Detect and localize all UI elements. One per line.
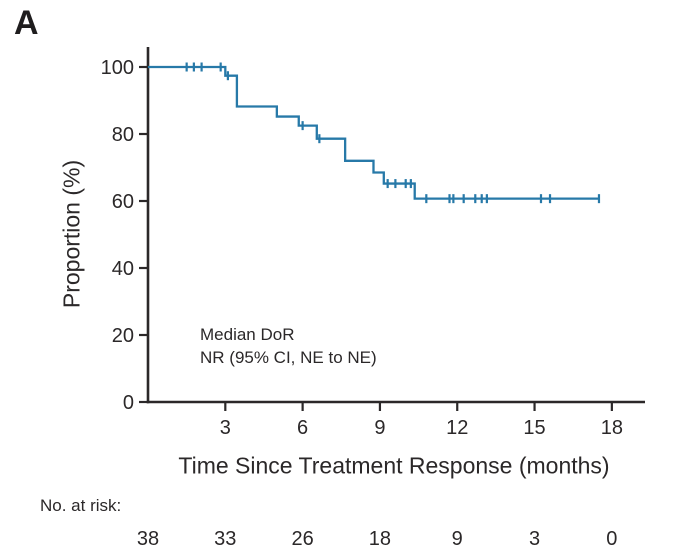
- at-risk-count: 33: [214, 528, 236, 550]
- x-axis-tick-label: 18: [601, 417, 623, 439]
- y-axis-tick-label: 60: [112, 191, 134, 213]
- km-step-curve: [148, 65, 599, 200]
- y-axis-tick-label: 80: [112, 124, 134, 146]
- y-axis-tick-label: 0: [123, 392, 134, 414]
- y-axis-tick-label: 20: [112, 325, 134, 347]
- x-axis-tick-label: 12: [446, 417, 468, 439]
- annotation-line-2: NR (95% CI, NE to NE): [200, 348, 377, 368]
- at-risk-count: 3: [529, 528, 540, 550]
- at-risk-count: 9: [452, 528, 463, 550]
- panel-label: A: [14, 4, 40, 42]
- at-risk-count: 18: [369, 528, 391, 550]
- annotation-line-1: Median DoR: [200, 325, 295, 344]
- x-axis-tick-label: 3: [220, 417, 231, 439]
- y-axis-tick-label: 40: [112, 258, 134, 280]
- x-axis-tick-label: 15: [523, 417, 545, 439]
- x-axis-tick-label: 9: [374, 417, 385, 439]
- x-axis-tick-label: 6: [297, 417, 308, 439]
- x-axis-title: Time Since Treatment Response (months): [178, 452, 610, 479]
- at-risk-count: 38: [137, 528, 159, 550]
- y-axis-title: Proportion (%): [58, 159, 85, 309]
- y-axis-tick-label: 100: [101, 57, 134, 79]
- median-dor-annotation: Median DoR NR (95% CI, NE to NE): [200, 323, 377, 370]
- no-at-risk-label: No. at risk:: [40, 496, 122, 515]
- at-risk-count: 0: [606, 528, 617, 550]
- at-risk-count: 26: [291, 528, 313, 550]
